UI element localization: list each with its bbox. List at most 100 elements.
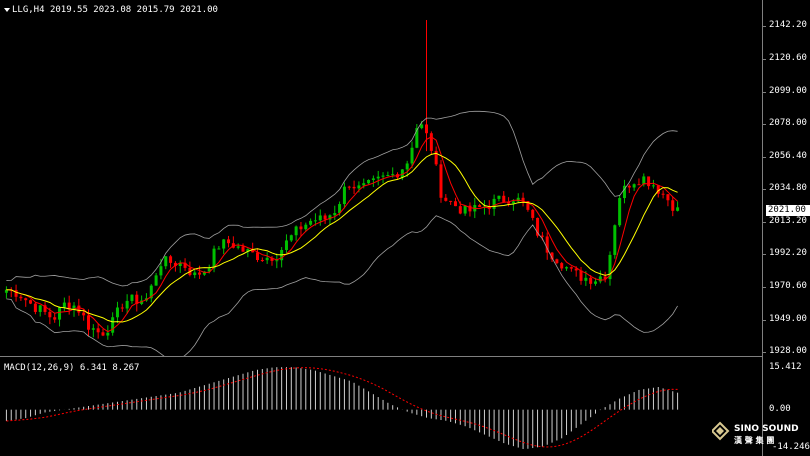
candle-body: [415, 128, 419, 148]
candle-body: [48, 311, 52, 318]
candle-body: [574, 268, 578, 271]
candle-body: [58, 307, 62, 320]
price-tick-mark: [762, 91, 766, 93]
bollinger-lower-band: [6, 215, 678, 356]
macd-max-label: 15.412: [769, 362, 802, 372]
candle-body: [323, 215, 327, 220]
logo-subtext: 漢 聲 集 團: [734, 435, 774, 445]
candle-body: [429, 133, 433, 151]
candle-body: [29, 300, 33, 304]
candle-body: [251, 249, 255, 253]
candle-body: [169, 256, 173, 263]
price-tick-mark: [762, 189, 766, 191]
candle-body: [367, 180, 371, 184]
candle-body: [183, 262, 187, 268]
price-tick-label: 1970.60: [769, 281, 807, 292]
candle-body: [82, 312, 86, 316]
candle-body: [444, 197, 448, 201]
symbol-menu-arrow-icon[interactable]: [4, 8, 10, 12]
candle-body: [241, 246, 245, 252]
candle-body: [550, 252, 554, 260]
candle-body: [178, 262, 182, 266]
candle-body: [313, 220, 317, 222]
candle-body: [260, 260, 264, 262]
candle-body: [270, 257, 274, 261]
candle-body: [516, 197, 520, 202]
candle-body: [555, 259, 559, 264]
candle-body: [647, 176, 651, 187]
candle-body: [193, 272, 197, 276]
low-value: 2015.79: [136, 5, 175, 15]
candle-body: [502, 195, 506, 202]
candle-body: [405, 163, 409, 170]
moving-average-slow: [6, 152, 678, 323]
candle-body: [91, 328, 95, 330]
candle-body: [328, 215, 332, 220]
macd-min-label: -14.246: [772, 442, 810, 452]
candle-body: [434, 150, 438, 165]
candle-body: [540, 235, 544, 237]
candle-body: [391, 174, 395, 176]
price-tick-label: 2120.60: [769, 52, 807, 63]
diamond-logo-icon: [712, 421, 730, 441]
candle-body: [275, 260, 279, 262]
candle-body: [246, 249, 250, 252]
candle-body: [333, 213, 337, 216]
candle-body: [458, 206, 462, 214]
macd-signal-line: [6, 367, 678, 448]
current-price-label: 2021.00: [766, 205, 810, 217]
candle-body: [72, 305, 76, 310]
candle-body: [603, 276, 607, 280]
candle-body: [212, 248, 216, 269]
price-axis[interactable]: [762, 0, 810, 456]
candle-body: [642, 176, 646, 185]
candle-body: [594, 281, 597, 284]
candle-body: [613, 225, 617, 255]
candle-body: [289, 235, 293, 241]
macd-zero-label: 0.00: [769, 404, 791, 414]
price-tick-mark: [762, 26, 766, 27]
candle-body: [33, 303, 37, 312]
candle-body: [449, 200, 453, 202]
candle-body: [284, 240, 288, 250]
price-tick-label: 1992.20: [769, 248, 807, 259]
price-tick-mark: [762, 352, 766, 353]
candle-body: [38, 305, 42, 312]
close-value: 2021.00: [180, 5, 218, 15]
price-tick-label: 1928.00: [769, 346, 807, 356]
candle-body: [400, 169, 404, 178]
high-value: 2023.08: [93, 5, 132, 15]
candle-body: [671, 200, 675, 211]
candle-body: [318, 215, 322, 221]
candle-body: [622, 185, 626, 199]
candle-body: [309, 220, 313, 225]
candle-body: [420, 124, 424, 129]
candle-body: [217, 248, 221, 250]
candle-body: [376, 176, 380, 179]
candle-body: [130, 294, 134, 301]
candle-body: [338, 204, 342, 214]
candle-body: [598, 276, 602, 282]
candle-body: [256, 252, 259, 261]
candle-body: [222, 239, 226, 249]
candle-body: [526, 201, 530, 210]
price-tick-mark: [762, 123, 766, 125]
candle-body: [676, 207, 680, 211]
price-tick-label: 2099.00: [769, 85, 807, 96]
candle-body: [149, 285, 153, 299]
candle-body: [115, 307, 119, 318]
candle-body: [265, 257, 269, 261]
candle-body: [77, 305, 81, 313]
chart-header: LLG,H4 2019.55 2023.08 2015.79 2021.00: [12, 5, 218, 15]
candle-body: [154, 275, 158, 286]
candle-body: [410, 147, 414, 164]
moving-average-fast: [6, 136, 678, 333]
candle-body: [96, 328, 100, 333]
candle-body: [521, 197, 525, 202]
candle-body: [637, 184, 641, 186]
price-tick-mark: [762, 156, 766, 158]
price-tick-label: 2034.80: [769, 183, 807, 194]
candle-body: [545, 236, 549, 253]
sino-sound-logo: SINO SOUND 漢 聲 集 團: [712, 421, 799, 445]
candle-body: [497, 195, 501, 199]
